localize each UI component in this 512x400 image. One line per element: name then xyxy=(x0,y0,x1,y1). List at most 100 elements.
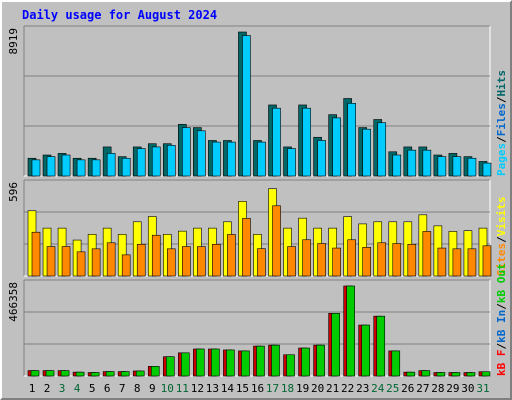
bar-kb-out-day-6 xyxy=(105,371,115,377)
chart-title: Daily usage for August 2024 xyxy=(22,8,218,22)
legend-segment: Hits xyxy=(495,70,508,97)
x-tick-label-day-19: 19 xyxy=(296,382,309,395)
bar-sites-day-6 xyxy=(106,242,116,277)
legend-segment: kB In xyxy=(495,310,508,343)
bar-kb-out-day-27 xyxy=(421,370,431,377)
bar-kb-out-day-14 xyxy=(226,349,235,377)
bar-sites-day-4 xyxy=(76,251,86,277)
bar-pages-day-15 xyxy=(242,35,251,177)
panel-2-ymax-label: 596 xyxy=(7,182,20,202)
bar-kb-out-day-25 xyxy=(391,350,401,377)
bar-kb-out-day-4 xyxy=(75,371,85,377)
bar-kb-out-day-28 xyxy=(436,372,446,377)
bar-sites-day-24 xyxy=(377,242,387,277)
bar-pages-day-27 xyxy=(422,149,432,177)
legend-segment: Sites xyxy=(495,243,508,276)
x-tick-label-day-25: 25 xyxy=(386,382,399,395)
x-tick-label-day-24: 24 xyxy=(371,382,385,395)
bar-kb-out-day-17 xyxy=(271,344,280,377)
bar-sites-day-18 xyxy=(287,246,296,277)
x-tick-label-day-27: 27 xyxy=(416,382,429,395)
bar-sites-day-31 xyxy=(482,245,492,277)
bar-sites-day-14 xyxy=(227,234,236,277)
bar-sites-day-22 xyxy=(347,239,356,277)
bar-kb-out-day-20 xyxy=(316,344,325,377)
bar-sites-day-12 xyxy=(197,246,206,277)
bar-pages-day-31 xyxy=(482,162,492,177)
bar-pages-day-22 xyxy=(347,103,356,177)
bar-sites-day-19 xyxy=(302,239,311,277)
bar-pages-day-8 xyxy=(136,148,146,177)
bar-pages-day-29 xyxy=(452,156,462,177)
bar-sites-day-13 xyxy=(212,243,221,277)
bar-pages-day-16 xyxy=(257,141,266,177)
bar-pages-day-20 xyxy=(317,140,326,177)
x-tick-label-day-14: 14 xyxy=(221,382,235,395)
x-tick-label-day-29: 29 xyxy=(446,382,459,395)
bar-pages-day-26 xyxy=(407,149,417,177)
bar-sites-day-11 xyxy=(182,246,191,277)
x-tick-label-day-21: 21 xyxy=(326,382,339,395)
bar-kb-out-day-15 xyxy=(241,350,250,377)
x-tick-label-day-7: 7 xyxy=(119,382,126,395)
bar-pages-day-21 xyxy=(332,117,341,177)
x-tick-label-day-13: 13 xyxy=(206,382,219,395)
panel-3-ymax-label: 466358 xyxy=(7,282,20,322)
x-tick-label-day-16: 16 xyxy=(251,382,264,395)
legend-segment: / xyxy=(495,136,508,143)
x-tick-label-day-31: 31 xyxy=(476,382,489,395)
x-tick-label-day-9: 9 xyxy=(149,382,156,395)
bar-pages-day-18 xyxy=(287,148,296,177)
bar-sites-day-8 xyxy=(136,243,146,277)
x-tick-label-day-5: 5 xyxy=(89,382,96,395)
bar-sites-day-1 xyxy=(31,231,41,277)
bar-kb-out-day-13 xyxy=(211,348,220,377)
legend-segment: Pages xyxy=(495,143,508,176)
bar-sites-day-5 xyxy=(91,248,101,277)
bar-sites-day-20 xyxy=(317,243,326,277)
bar-pages-day-11 xyxy=(182,127,191,177)
bar-kb-out-day-31 xyxy=(481,371,491,377)
bar-pages-day-4 xyxy=(76,159,86,177)
bar-kb-out-day-7 xyxy=(120,371,130,377)
bar-kb-out-day-19 xyxy=(301,347,310,377)
x-tick-label-day-1: 1 xyxy=(29,382,36,395)
x-tick-label-day-4: 4 xyxy=(74,382,81,395)
panel-3-legend: kB F/kB In/kB Out xyxy=(495,263,508,376)
x-tick-label-day-10: 10 xyxy=(161,382,174,395)
bar-kb-out-day-10 xyxy=(165,356,175,377)
bar-kb-out-day-2 xyxy=(45,370,55,377)
bar-sites-day-28 xyxy=(437,247,447,277)
bar-sites-day-23 xyxy=(362,247,372,277)
x-tick-label-day-12: 12 xyxy=(191,382,204,395)
bar-sites-day-2 xyxy=(46,246,56,277)
bar-sites-day-10 xyxy=(166,248,176,277)
bar-pages-day-25 xyxy=(392,154,402,177)
legend-segment: Visits xyxy=(495,197,508,237)
x-tick-label-day-6: 6 xyxy=(104,382,111,395)
bar-kb-out-day-18 xyxy=(286,354,295,377)
x-tick-label-day-17: 17 xyxy=(266,382,279,395)
legend-segment: Files xyxy=(495,103,508,136)
bar-pages-day-2 xyxy=(46,156,56,177)
bar-kb-out-day-30 xyxy=(466,372,476,377)
bar-kb-out-day-9 xyxy=(150,366,160,377)
bar-kb-out-day-3 xyxy=(60,370,70,377)
bar-kb-out-day-5 xyxy=(90,372,100,377)
x-tick-label-day-22: 22 xyxy=(341,382,354,395)
bar-sites-day-9 xyxy=(151,234,161,277)
x-tick-label-day-2: 2 xyxy=(44,382,51,395)
bar-pages-day-13 xyxy=(212,141,221,177)
bar-sites-day-17 xyxy=(272,205,281,277)
x-tick-label-day-26: 26 xyxy=(401,382,414,395)
bar-pages-day-7 xyxy=(121,157,131,177)
bar-pages-day-19 xyxy=(302,107,311,177)
bar-sites-day-27 xyxy=(422,231,432,277)
legend-segment: kB Out xyxy=(495,263,508,303)
bar-pages-day-17 xyxy=(272,107,281,177)
bar-pages-day-5 xyxy=(91,159,101,177)
bar-kb-out-day-1 xyxy=(30,370,40,377)
bar-kb-out-day-11 xyxy=(181,352,190,377)
bar-pages-day-3 xyxy=(61,154,71,177)
x-tick-label-day-30: 30 xyxy=(461,382,474,395)
